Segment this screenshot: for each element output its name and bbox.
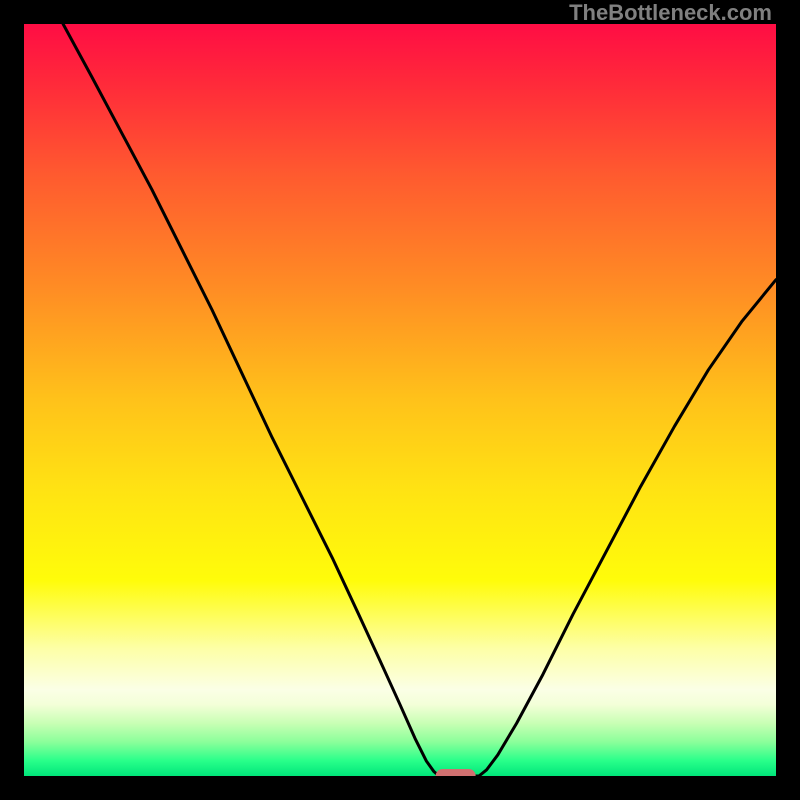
- optimal-marker: [436, 769, 476, 776]
- plot-background: [24, 24, 776, 776]
- chart-container: [24, 24, 776, 776]
- watermark-text: TheBottleneck.com: [569, 0, 772, 26]
- chart-svg: [24, 24, 776, 776]
